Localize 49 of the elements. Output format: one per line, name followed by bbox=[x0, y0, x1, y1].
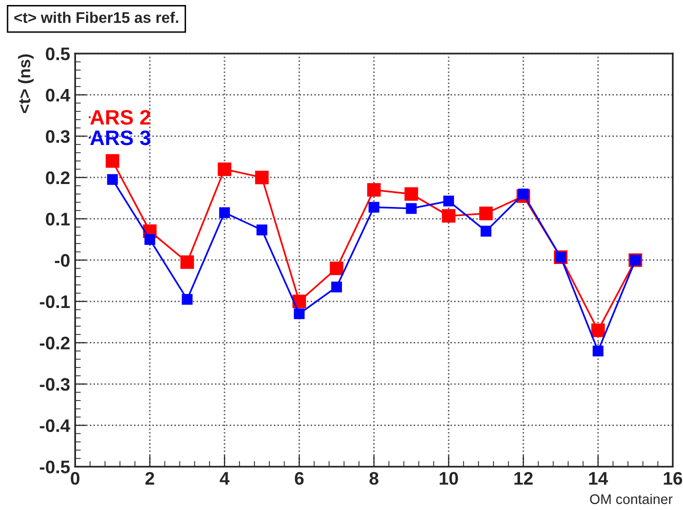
y-tick-label: -0.2 bbox=[40, 336, 70, 350]
point bbox=[330, 262, 344, 276]
point bbox=[368, 202, 380, 213]
point bbox=[255, 170, 269, 184]
point bbox=[294, 308, 305, 320]
y-axis-title: <t> (ns) bbox=[18, 54, 34, 114]
x-tick-label: 10 bbox=[440, 472, 458, 485]
point bbox=[443, 196, 454, 206]
point bbox=[180, 255, 194, 269]
y-tick-label: -0.5 bbox=[40, 460, 70, 474]
point bbox=[592, 346, 604, 356]
point bbox=[367, 183, 381, 197]
point bbox=[479, 206, 493, 220]
point bbox=[292, 294, 306, 308]
point bbox=[218, 162, 232, 176]
point bbox=[182, 294, 193, 305]
point bbox=[518, 188, 529, 200]
x-tick-label: 12 bbox=[514, 472, 533, 485]
x-tick-label: 6 bbox=[294, 472, 304, 485]
point bbox=[331, 282, 342, 292]
y-tick-label: 0.3 bbox=[46, 130, 70, 143]
x-tick-label: 16 bbox=[664, 472, 682, 485]
y-tick-label: 0.1 bbox=[46, 212, 70, 226]
point bbox=[256, 224, 268, 236]
x-tick-label: 8 bbox=[369, 472, 378, 485]
point bbox=[406, 203, 417, 214]
y-tick-label: -0.1 bbox=[40, 295, 70, 308]
x-tick-label: 14 bbox=[589, 472, 608, 485]
y-tick-label: -0.4 bbox=[40, 419, 70, 432]
y-tick-label: -0.3 bbox=[40, 378, 70, 391]
legend-label: ARS 2 bbox=[90, 110, 150, 125]
point bbox=[106, 154, 120, 168]
y-tick-label: 0.5 bbox=[46, 47, 70, 60]
point bbox=[144, 234, 156, 245]
point bbox=[591, 324, 605, 338]
x-tick-label: 2 bbox=[145, 472, 154, 485]
x-axis-title: OM container bbox=[590, 494, 673, 504]
y-tick-label: 0.4 bbox=[46, 88, 70, 102]
y-tick-label: 0.2 bbox=[46, 171, 70, 184]
chart-title: <t> with Fiber15 as ref. bbox=[14, 12, 178, 23]
point bbox=[480, 226, 492, 237]
y-tick-label: -0 bbox=[54, 254, 70, 267]
legend-label: ARS 3 bbox=[90, 130, 150, 146]
x-tick-label: 0 bbox=[70, 472, 80, 485]
point bbox=[442, 209, 456, 223]
point bbox=[404, 187, 418, 201]
point bbox=[219, 207, 230, 218]
point bbox=[107, 174, 118, 185]
x-tick-label: 4 bbox=[220, 472, 230, 485]
